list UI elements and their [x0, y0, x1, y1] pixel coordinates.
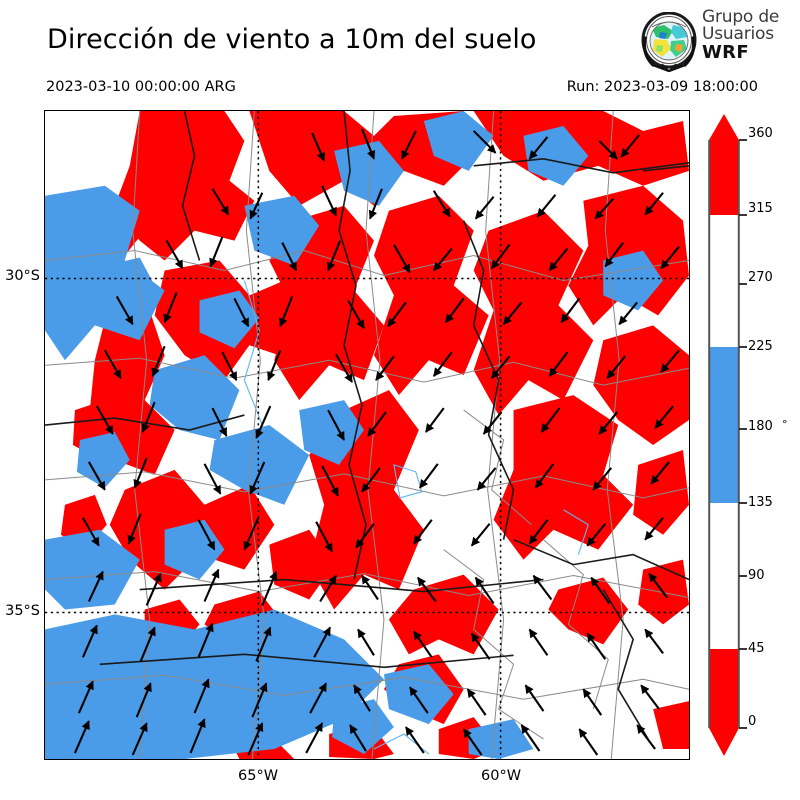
x-tick-label-65W: 65°W: [238, 768, 279, 784]
administrative-borders: [45, 111, 689, 759]
x-tick-label-60W: 60°W: [481, 768, 522, 784]
map-canvas: [45, 111, 689, 759]
colorbar-tick-label-0: 0: [748, 714, 757, 729]
colorbar-canvas: [708, 114, 747, 756]
wind-vector-arrows: [73, 128, 680, 756]
logo-text-block: Grupo de Usuarios WRF: [702, 7, 780, 63]
logo-line-2: Usuarios: [702, 24, 774, 45]
colorbar-tick-label-180: 180: [748, 419, 773, 434]
run-time-label: Run: 2023-03-09 18:00:00: [566, 79, 758, 95]
y-tick-label-30S: 30°S: [5, 268, 40, 284]
y-tick-label-35S: 35°S: [5, 603, 40, 619]
colorbar[interactable]: ° 360 315 270 225 180 135 90 45 0: [708, 112, 788, 758]
colorbar-tick-label-135: 135: [748, 495, 773, 510]
page-title: Dirección de viento a 10m del suelo: [47, 24, 537, 55]
wrf-user-group-logo: Grupo de Usuarios WRF: [640, 7, 792, 73]
logo-line-3: WRF: [702, 41, 749, 63]
contour-fill-blue: [45, 111, 664, 759]
colorbar-extend-top: [709, 114, 739, 140]
wind-direction-map-plot[interactable]: [44, 110, 690, 760]
colorbar-extend-bottom: [709, 728, 739, 756]
colorbar-tick-label-360: 360: [748, 126, 773, 141]
colorbar-tick-label-270: 270: [748, 270, 773, 285]
colorbar-tick-label-90: 90: [748, 568, 765, 583]
colorbar-tick-label-315: 315: [748, 201, 773, 216]
colorbar-tick-label-225: 225: [748, 339, 773, 354]
colorbar-tick-label-45: 45: [748, 641, 765, 656]
valid-time-label: 2023-03-10 00:00:00 ARG: [46, 79, 236, 95]
logo-line-1: Grupo de: [702, 7, 780, 27]
wrf-globe-emblem-icon: [641, 12, 697, 72]
colorbar-unit-label: °: [782, 418, 788, 431]
contour-fill-red: [54, 111, 689, 759]
